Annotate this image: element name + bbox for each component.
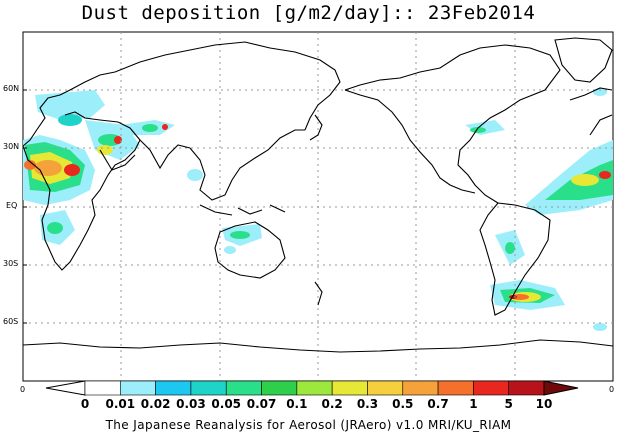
lat-label-30s: 30S (3, 259, 19, 268)
footer-credit: The Japanese Reanalysis for Aerosol (JRA… (105, 418, 512, 432)
colorbar-tick-label: 5 (504, 397, 513, 411)
map-title: Dust deposition [g/m2/day]:: 23Feb2014 (81, 2, 536, 24)
lat-label-30n: 30N (3, 142, 20, 151)
axis-ticks (23, 89, 27, 324)
colorbar-bin (155, 380, 192, 396)
colorbar-tick-label: 0.3 (356, 397, 379, 411)
colorbar-bin (261, 380, 298, 396)
colorbar-tick-label: 0 (80, 397, 90, 411)
colorbar-bin (367, 380, 404, 396)
colorbar-bin (84, 380, 121, 396)
colorbar-tick-label: 0.02 (140, 397, 171, 411)
colorbar-bin (296, 380, 333, 396)
colorbar-tick-label: 0.7 (427, 397, 449, 411)
colorbar-bin (508, 380, 545, 396)
colorbar-tick-label: 10 (535, 397, 553, 411)
colorbar-bin (437, 380, 474, 396)
colorbar-bin (402, 380, 439, 396)
colorbar-tick-label: 0.2 (321, 397, 343, 411)
lon-label-right: 0 (609, 385, 615, 394)
lon-label-left: 0 (20, 385, 26, 394)
graticule (23, 32, 613, 381)
colorbar-over-triangle (543, 380, 579, 396)
colorbar-tick-label: 0.05 (211, 397, 242, 411)
colorbar-tick-label: 0.5 (392, 397, 414, 411)
colorbar-tick-label: 1 (469, 397, 478, 411)
colorbar-tick-label: 0.01 (105, 397, 136, 411)
colorbar-bin (331, 380, 368, 396)
colorbar-bin (473, 380, 509, 396)
lat-label-eq: EQ (6, 201, 18, 210)
colorbar-bin (190, 380, 227, 396)
colorbar-bin (225, 380, 262, 396)
colorbar-under-triangle (45, 380, 86, 396)
coastlines (22, 37, 614, 353)
colorbar-tick-label: 0.03 (176, 397, 206, 411)
lat-label-60s: 60S (3, 317, 19, 326)
colorbar-bin (120, 380, 156, 396)
colorbar-tick-label: 0.1 (286, 397, 308, 411)
dust-shading (23, 88, 613, 331)
colorbar-tick-label: 0.07 (246, 397, 277, 411)
lat-label-60n: 60N (3, 84, 20, 93)
